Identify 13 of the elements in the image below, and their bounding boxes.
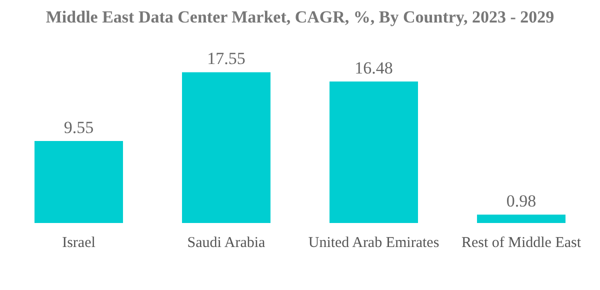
chart-title: Middle East Data Center Market, CAGR, %, By Country, 2023 - 2029 [46, 8, 554, 27]
x-tick-label: Saudi Arabia [187, 234, 266, 251]
bar [330, 81, 418, 223]
data-label: 9.55 [64, 118, 94, 137]
x-tick-label: Rest of Middle East [461, 234, 582, 251]
x-tick-label: United Arab Emirates [308, 234, 440, 251]
data-label: 0.98 [506, 192, 536, 211]
bar [34, 140, 123, 223]
x-tick-label: Israel [62, 234, 96, 251]
data-label: 17.55 [207, 49, 246, 68]
data-label: 16.48 [354, 58, 393, 78]
bar [477, 214, 566, 223]
bar [182, 72, 270, 223]
